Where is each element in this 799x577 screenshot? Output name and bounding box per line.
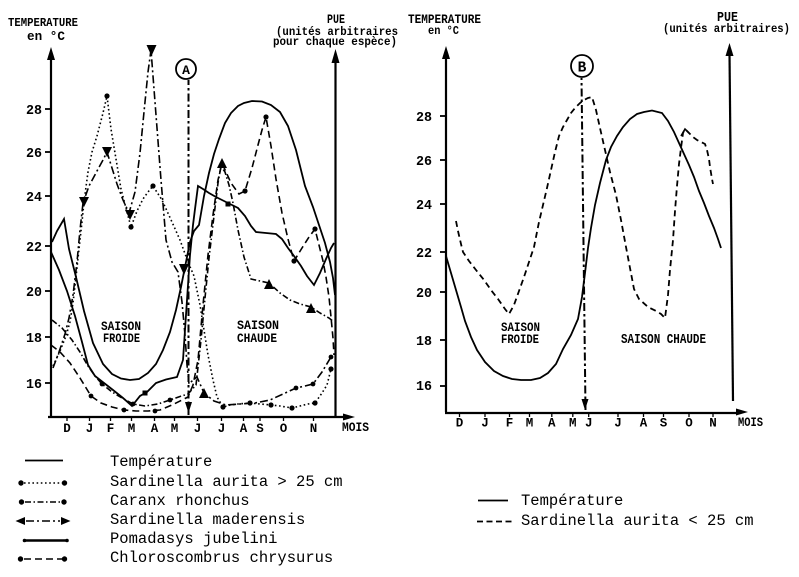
svg-text:SAISON CHAUDE: SAISON CHAUDE — [621, 333, 706, 348]
svg-text:J: J — [86, 422, 94, 436]
svg-text:SAISON: SAISON — [101, 319, 141, 334]
svg-text:PUE: PUE — [327, 13, 345, 27]
svg-text:MOIS: MOIS — [738, 416, 763, 430]
svg-text:22: 22 — [416, 247, 432, 262]
svg-text:A: A — [548, 417, 556, 431]
svg-text:28: 28 — [416, 111, 432, 126]
svg-text:Chloroscombrus chrysurus: Chloroscombrus chrysurus — [110, 549, 333, 567]
svg-text:Sardinella maderensis: Sardinella maderensis — [110, 511, 305, 529]
svg-text:Pomadasys jubelini: Pomadasys jubelini — [110, 530, 277, 548]
svg-text:18: 18 — [416, 335, 432, 350]
svg-text:D: D — [456, 417, 464, 431]
svg-text:J: J — [585, 417, 593, 431]
svg-text:M: M — [171, 422, 179, 436]
svg-text:PUE: PUE — [717, 10, 738, 26]
svg-text:18: 18 — [26, 332, 42, 347]
svg-text:20: 20 — [416, 287, 432, 302]
svg-text:M: M — [526, 417, 534, 431]
svg-text:(unités arbitraires): (unités arbitraires) — [663, 22, 790, 36]
svg-text:24: 24 — [26, 191, 42, 206]
svg-text:J: J — [614, 417, 622, 431]
svg-text:N: N — [310, 422, 318, 436]
svg-text:26: 26 — [416, 155, 432, 170]
svg-text:D: D — [63, 422, 71, 436]
svg-text:26: 26 — [26, 147, 42, 162]
svg-text:A: A — [182, 63, 190, 78]
svg-text:A: A — [640, 417, 648, 431]
svg-text:16: 16 — [26, 378, 42, 393]
svg-text:O: O — [280, 422, 288, 436]
svg-text:S: S — [256, 422, 264, 436]
svg-text:en °C: en °C — [27, 30, 65, 44]
svg-text:FROIDE: FROIDE — [103, 331, 140, 346]
svg-text:Température: Température — [110, 453, 212, 471]
svg-text:O: O — [685, 417, 693, 431]
svg-text:en °C: en °C — [428, 24, 459, 38]
svg-text:J: J — [194, 422, 202, 436]
svg-text:M: M — [569, 417, 577, 431]
svg-text:TEMPERATURE: TEMPERATURE — [8, 17, 78, 30]
svg-text:16: 16 — [416, 380, 432, 395]
svg-text:S: S — [660, 417, 668, 431]
svg-text:M: M — [128, 422, 136, 436]
svg-text:TEMPERATURE: TEMPERATURE — [408, 12, 481, 27]
svg-text:Température: Température — [521, 492, 623, 510]
svg-text:J: J — [218, 422, 226, 436]
svg-text:20: 20 — [26, 286, 42, 301]
svg-text:SAISON: SAISON — [237, 318, 279, 333]
svg-text:Sardinella aurita > 25 cm: Sardinella aurita > 25 cm — [110, 473, 343, 491]
svg-text:FROIDE: FROIDE — [501, 332, 539, 347]
svg-text:N: N — [709, 417, 717, 431]
svg-text:pour chaque espèce): pour chaque espèce) — [273, 35, 397, 49]
svg-text:F: F — [506, 417, 514, 431]
svg-text:24: 24 — [416, 199, 432, 214]
svg-text:F: F — [107, 422, 115, 436]
svg-text:A: A — [151, 422, 159, 436]
svg-text:MOIS: MOIS — [342, 421, 369, 435]
svg-text:CHAUDE: CHAUDE — [237, 331, 277, 346]
svg-text:A: A — [240, 422, 248, 436]
svg-text:22: 22 — [26, 241, 42, 256]
svg-text:J: J — [481, 417, 489, 431]
svg-text:B: B — [578, 61, 587, 77]
svg-text:SAISON: SAISON — [501, 320, 540, 335]
svg-text:28: 28 — [26, 104, 42, 119]
svg-text:Caranx rhonchus: Caranx rhonchus — [110, 492, 250, 510]
svg-text:(unités arbitraires: (unités arbitraires — [276, 25, 398, 39]
svg-text:Sardinella aurita < 25 cm: Sardinella aurita < 25 cm — [521, 512, 754, 530]
